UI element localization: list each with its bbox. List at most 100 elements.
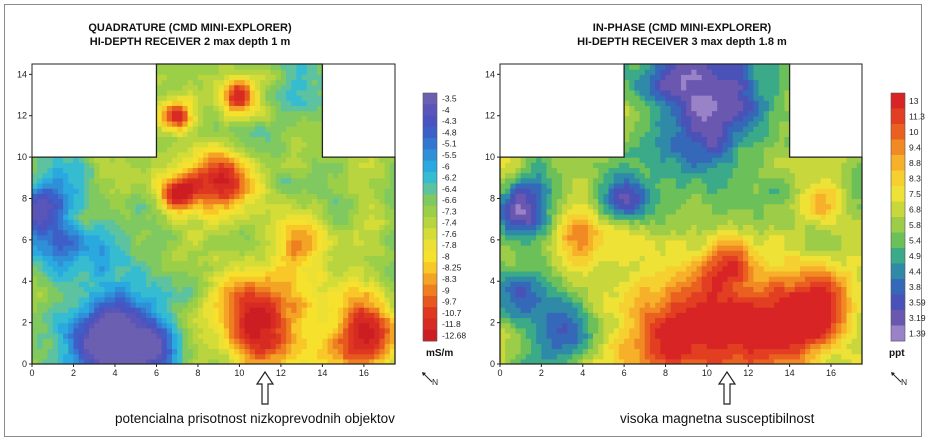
heatmap-cell	[322, 250, 329, 256]
heatmap-cell	[182, 167, 189, 174]
heatmap-cell	[218, 260, 225, 267]
heatmap-cell	[337, 136, 344, 143]
heatmap-cell	[332, 198, 339, 205]
heatmap-cell	[182, 291, 189, 298]
heatmap-cell	[525, 276, 532, 282]
heatmap-cell	[73, 157, 80, 163]
heatmap-cell	[275, 348, 282, 355]
heatmap-cell	[156, 208, 163, 215]
heatmap-cell	[125, 141, 132, 148]
heatmap-cell	[94, 198, 101, 205]
heatmap-cell	[187, 89, 194, 96]
heatmap-cell	[172, 307, 178, 313]
heatmap-cell	[73, 167, 80, 174]
heatmap-cell	[218, 208, 225, 215]
heatmap-cell	[536, 270, 542, 277]
heatmap-cell	[172, 265, 178, 272]
heatmap-cell	[192, 327, 199, 334]
heatmap-cell	[296, 327, 303, 334]
heatmap-cell	[140, 120, 147, 127]
heatmap-cell	[32, 270, 38, 277]
heatmap-cell	[505, 208, 511, 215]
heatmap-cell	[275, 100, 282, 106]
heatmap-cell	[213, 157, 220, 163]
heatmap-cell	[229, 265, 235, 272]
heatmap-cell	[301, 265, 308, 272]
heatmap-cell	[47, 120, 54, 127]
heatmap-cell	[182, 312, 189, 319]
heatmap-cell	[99, 69, 106, 75]
heatmap-cell	[156, 110, 163, 117]
heatmap-cell	[270, 84, 277, 91]
heatmap-cell	[135, 131, 142, 138]
heatmap-cell	[114, 141, 121, 148]
heatmap-cell	[379, 198, 386, 205]
heatmap-cell	[57, 312, 64, 319]
heatmap-cell	[156, 146, 163, 153]
heatmap-cell	[525, 157, 532, 163]
heatmap-cell	[239, 146, 246, 153]
heatmap-cell	[332, 270, 339, 277]
heatmap-cell	[500, 141, 506, 148]
heatmap-cell	[265, 167, 272, 174]
heatmap-cell	[151, 250, 158, 256]
heatmap-cell	[312, 260, 318, 267]
heatmap-cell	[166, 74, 173, 81]
heatmap-cell	[374, 198, 381, 205]
heatmap-cell	[52, 182, 59, 189]
heatmap-cell	[109, 286, 116, 293]
heatmap-cell	[327, 79, 334, 86]
heatmap-cell	[306, 136, 313, 143]
heatmap-cell	[47, 338, 54, 344]
heatmap-cell	[73, 126, 80, 132]
heatmap-cell	[229, 358, 235, 364]
heatmap-cell	[510, 162, 517, 169]
heatmap-cell	[135, 296, 142, 303]
heatmap-cell	[572, 291, 579, 298]
heatmap-cell	[229, 69, 235, 75]
heatmap-cell	[99, 167, 106, 174]
heatmap-cell	[275, 265, 282, 272]
heatmap-cell	[63, 115, 69, 122]
heatmap-cell	[223, 100, 230, 106]
heatmap-cell	[68, 126, 75, 132]
heatmap-cell	[140, 136, 147, 143]
heatmap-cell	[358, 69, 365, 75]
heatmap-cell	[109, 291, 116, 298]
heatmap-cell	[161, 110, 168, 117]
heatmap-cell	[182, 110, 189, 117]
heatmap-cell	[223, 296, 230, 303]
heatmap-cell	[275, 332, 282, 339]
heatmap-cell	[197, 348, 204, 355]
heatmap-cell	[260, 177, 266, 184]
heatmap-cell	[254, 131, 261, 138]
heatmap-cell	[125, 146, 132, 153]
heatmap-cell	[52, 239, 59, 246]
heatmap-cell	[125, 291, 132, 298]
heatmap-cell	[265, 64, 272, 70]
heatmap-cell	[83, 110, 90, 117]
heatmap-cell	[322, 270, 329, 277]
heatmap-cell	[505, 296, 511, 303]
heatmap-cell	[146, 276, 152, 282]
heatmap-cell	[327, 214, 334, 220]
heatmap-cell	[265, 348, 272, 355]
heatmap-cell	[166, 146, 173, 153]
heatmap-cell	[83, 260, 90, 267]
heatmap-cell	[322, 131, 329, 138]
heatmap-cell	[531, 162, 537, 169]
heatmap-cell	[327, 307, 334, 313]
heatmap-cell	[197, 136, 204, 143]
heatmap-cell	[146, 84, 152, 91]
heatmap-cell	[244, 234, 251, 241]
heatmap-cell	[52, 276, 59, 282]
heatmap-cell	[208, 224, 215, 231]
heatmap-cell	[500, 281, 506, 288]
heatmap-cell	[83, 126, 90, 132]
heatmap-cell	[57, 146, 64, 153]
heatmap-cell	[140, 291, 147, 298]
heatmap-cell	[203, 74, 209, 81]
heatmap-cell	[192, 307, 199, 313]
heatmap-cell	[358, 172, 365, 179]
heatmap-cell	[37, 224, 43, 231]
